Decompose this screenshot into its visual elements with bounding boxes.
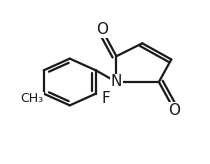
Text: O: O [96, 22, 108, 37]
Text: CH₃: CH₃ [21, 92, 44, 105]
Text: N: N [111, 74, 122, 90]
Text: O: O [169, 103, 181, 118]
Text: F: F [101, 91, 110, 106]
